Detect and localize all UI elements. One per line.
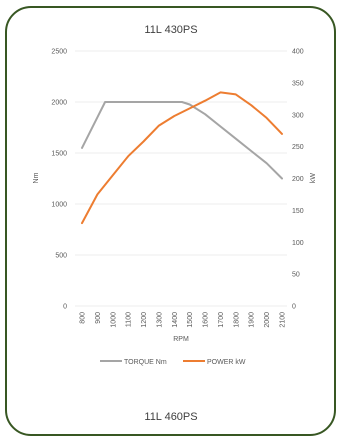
x-tick-label: 1000 (110, 312, 117, 328)
series-line-power (81, 91, 283, 225)
right-axis-ticks: 0 50 100 150 200 250 300 350 400 (292, 49, 304, 311)
x-axis-label: RPM (173, 336, 189, 343)
x-tick-label: 1800 (233, 312, 240, 328)
y-left-tick-label: 1500 (51, 151, 67, 158)
x-tick-label: 1700 (218, 312, 225, 328)
y-right-tick-label: 350 (292, 80, 304, 87)
left-axis-ticks: 0 500 1000 1500 2000 2500 (51, 49, 67, 311)
x-tick-label: 1300 (156, 312, 163, 328)
y-left-tick-label: 1000 (51, 202, 67, 209)
y-left-tick-label: 2500 (51, 49, 67, 56)
y-right-tick-label: 200 (292, 176, 304, 183)
series-line-torque (81, 101, 283, 180)
footer-title: 11L 460PS (144, 411, 198, 423)
series-lines (81, 91, 283, 225)
x-tick-label: 1600 (203, 312, 210, 328)
x-tick-label: 1100 (126, 312, 133, 327)
chart-title: 11L 430PS (144, 24, 198, 36)
y-left-tick-label: 0 (63, 304, 67, 311)
legend-label-torque: TORQUE Nm (124, 359, 167, 366)
y-right-tick-label: 100 (292, 240, 304, 247)
y-right-tick-label: 400 (292, 49, 304, 56)
y-right-tick-label: 50 (292, 272, 300, 279)
x-tick-label: 1400 (172, 312, 179, 328)
x-axis-ticks: 800 900 1000 1100 1200 1300 1400 1500 1600 1700 18… (80, 312, 287, 328)
y-axis-left-label: Nm (33, 172, 40, 183)
x-tick-label: 800 (80, 312, 87, 324)
grid-lines (75, 50, 287, 307)
y-right-tick-label: 250 (292, 144, 304, 151)
y-right-tick-label: 0 (292, 304, 296, 311)
y-right-tick-label: 300 (292, 112, 304, 119)
legend-label-power: POWER kW (207, 359, 246, 366)
chart-card (5, 6, 336, 436)
y-left-tick-label: 500 (55, 253, 67, 260)
x-tick-label: 900 (95, 312, 102, 324)
y-axis-right-label: kW (310, 173, 317, 184)
x-tick-label: 2000 (264, 312, 271, 328)
y-left-tick-label: 2000 (51, 100, 67, 107)
x-tick-label: 1200 (141, 312, 148, 328)
x-tick-label: 1900 (249, 312, 256, 328)
legend: TORQUE Nm POWER kW (100, 359, 246, 366)
x-tick-label: 1500 (187, 312, 194, 328)
x-tick-label: 2100 (280, 312, 287, 328)
y-right-tick-label: 150 (292, 208, 304, 215)
